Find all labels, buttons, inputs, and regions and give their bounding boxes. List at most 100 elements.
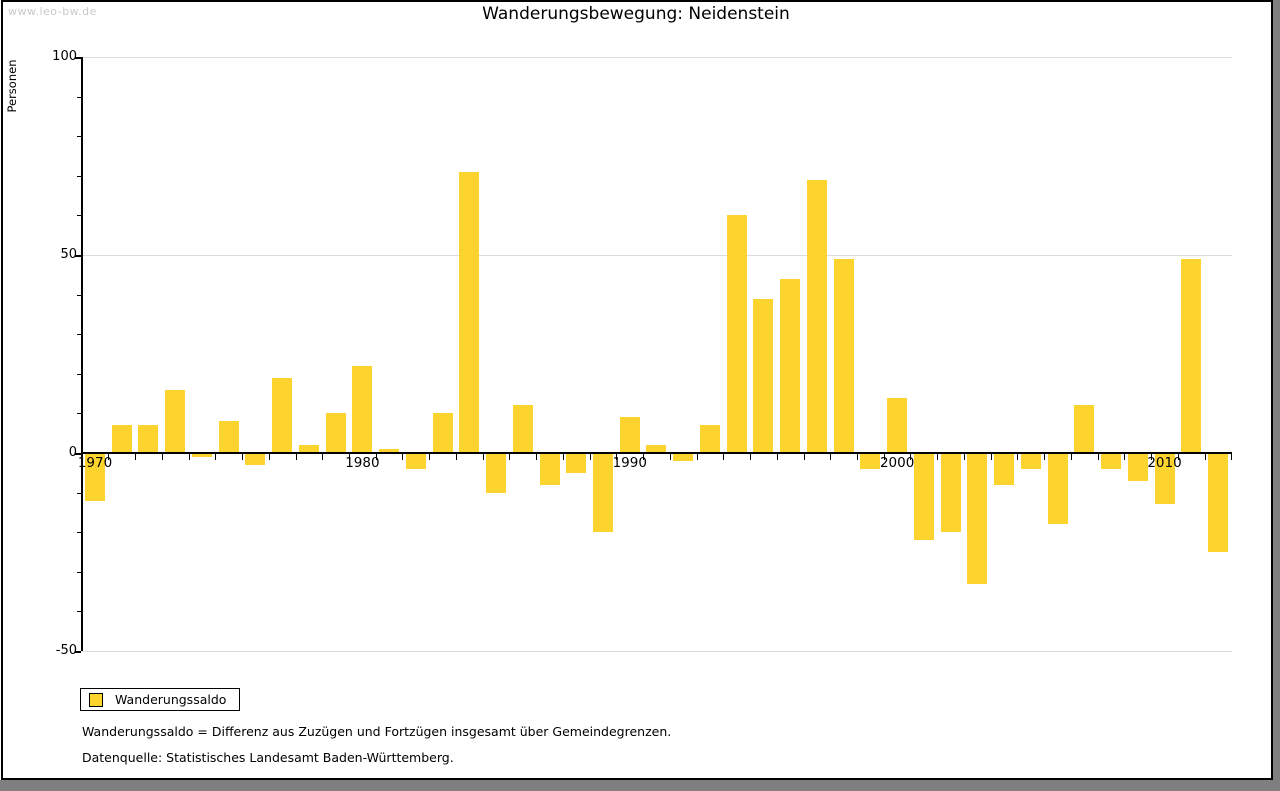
bar-1991 <box>646 445 667 453</box>
x-tick <box>883 453 885 460</box>
x-tick <box>1097 453 1099 460</box>
bar-1984 <box>459 171 480 453</box>
x-tick <box>242 453 244 460</box>
x-tick <box>750 453 752 460</box>
bar-1986 <box>512 405 533 453</box>
x-tick <box>455 453 457 460</box>
x-tick-label: 1970 <box>77 455 113 471</box>
x-tick <box>910 453 912 460</box>
y-major-tick <box>75 453 81 455</box>
x-tick <box>188 453 190 460</box>
x-tick <box>963 453 965 460</box>
x-tick <box>108 453 110 460</box>
window-shadow-right <box>1273 0 1280 791</box>
y-minor-tick <box>77 373 81 375</box>
y-tick-label: 100 <box>52 49 77 64</box>
y-minor-tick <box>77 413 81 415</box>
x-tick <box>669 453 671 460</box>
x-tick <box>803 453 805 460</box>
bar-1971 <box>111 425 132 453</box>
x-tick <box>348 453 350 460</box>
bar-2002 <box>940 453 961 533</box>
footnote-source: Datenquelle: Statistisches Landesamt Bad… <box>82 750 454 765</box>
x-axis-line <box>82 452 1232 454</box>
x-tick <box>1204 453 1206 460</box>
x-tick <box>81 453 83 460</box>
x-tick-label: 1980 <box>345 455 380 471</box>
bar-1992 <box>673 453 694 461</box>
bar-2004 <box>994 453 1015 485</box>
bar-1983 <box>432 413 453 453</box>
y-tick-label: -50 <box>55 643 77 658</box>
x-tick <box>1044 453 1046 460</box>
y-minor-tick <box>77 136 81 138</box>
bar-1997 <box>806 179 827 453</box>
legend-label: Wanderungssaldo <box>115 692 227 707</box>
bar-2003 <box>967 453 988 584</box>
legend-swatch-icon <box>89 692 103 707</box>
bar-2007 <box>1074 405 1095 453</box>
x-tick <box>322 453 324 460</box>
bar-1995 <box>753 298 774 453</box>
bar-1979 <box>325 413 346 453</box>
y-major-tick <box>75 57 81 59</box>
x-tick <box>429 453 431 460</box>
bar-1999 <box>860 453 881 469</box>
x-tick <box>1177 453 1179 460</box>
x-tick <box>643 453 645 460</box>
x-tick <box>536 453 538 460</box>
bar-2005 <box>1020 453 1041 469</box>
bar-1978 <box>298 445 319 453</box>
chart-panel <box>1 0 1273 780</box>
bar-1973 <box>165 389 186 453</box>
page-title: Wanderungsbewegung: Neidenstein <box>482 4 790 24</box>
y-tick-label: 50 <box>60 247 77 262</box>
bar-1974 <box>191 453 212 457</box>
bar-2011 <box>1181 258 1202 453</box>
x-tick <box>857 453 858 460</box>
x-tick <box>1017 453 1019 460</box>
y-tick-label: 0 <box>68 445 77 460</box>
y-minor-tick <box>77 96 81 98</box>
x-tick <box>268 453 270 460</box>
bar-1976 <box>245 453 266 465</box>
x-tick <box>990 453 992 460</box>
y-minor-tick <box>77 215 81 217</box>
x-tick <box>776 453 778 460</box>
window-shadow-bottom <box>0 780 1280 791</box>
bar-1972 <box>138 425 159 453</box>
y-minor-tick <box>77 492 81 494</box>
bar-2009 <box>1127 453 1148 481</box>
y-minor-tick <box>77 611 81 613</box>
bar-2008 <box>1101 453 1122 469</box>
bar-2012 <box>1207 453 1228 552</box>
bar-2000 <box>887 397 908 453</box>
x-tick <box>589 453 591 460</box>
bar-1998 <box>833 258 854 453</box>
x-tick <box>723 453 725 460</box>
x-tick <box>509 453 511 460</box>
bar-1990 <box>619 417 640 453</box>
x-tick <box>616 453 618 460</box>
x-tick <box>1070 453 1072 460</box>
x-tick <box>161 453 163 460</box>
x-tick <box>1231 453 1233 460</box>
x-tick <box>1151 453 1153 460</box>
bar-1988 <box>566 453 587 473</box>
x-tick <box>482 453 484 460</box>
y-minor-tick <box>77 532 81 534</box>
bar-2001 <box>913 453 934 541</box>
bar-1985 <box>486 453 507 493</box>
y-minor-tick <box>77 175 81 177</box>
x-tick <box>402 453 404 460</box>
bar-1975 <box>218 421 239 453</box>
x-tick <box>696 453 698 460</box>
x-tick-label: 2010 <box>1147 455 1182 471</box>
y-gridline <box>82 255 1232 256</box>
bar-2010 <box>1154 453 1175 505</box>
x-tick <box>215 453 217 460</box>
y-gridline <box>82 651 1232 652</box>
footnote-definition: Wanderungssaldo = Differenz aus Zuzügen … <box>82 724 672 739</box>
